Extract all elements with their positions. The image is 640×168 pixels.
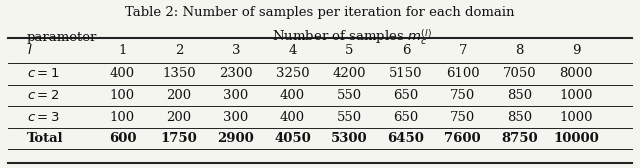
- Text: 200: 200: [166, 89, 192, 102]
- Text: 750: 750: [450, 89, 476, 102]
- Text: 4200: 4200: [333, 67, 366, 80]
- Text: 300: 300: [223, 89, 248, 102]
- Text: 5300: 5300: [331, 132, 367, 145]
- Text: 1: 1: [118, 44, 127, 57]
- Text: 6450: 6450: [388, 132, 424, 145]
- Text: 1350: 1350: [163, 67, 196, 80]
- Text: 5150: 5150: [389, 67, 423, 80]
- Text: 650: 650: [394, 111, 419, 123]
- Text: 4: 4: [289, 44, 297, 57]
- Text: 2900: 2900: [218, 132, 254, 145]
- Text: 7600: 7600: [444, 132, 481, 145]
- Text: 1000: 1000: [559, 111, 593, 123]
- Text: 1750: 1750: [161, 132, 198, 145]
- Text: 5: 5: [345, 44, 353, 57]
- Text: 850: 850: [507, 111, 532, 123]
- Text: 6: 6: [402, 44, 410, 57]
- Text: $l$: $l$: [27, 43, 33, 57]
- Text: 400: 400: [280, 89, 305, 102]
- Text: 100: 100: [110, 111, 135, 123]
- Text: 3: 3: [232, 44, 240, 57]
- Text: parameter: parameter: [27, 31, 97, 44]
- Text: $c = 2$: $c = 2$: [27, 89, 60, 102]
- Text: 6100: 6100: [446, 67, 479, 80]
- Text: $c = 1$: $c = 1$: [27, 67, 60, 80]
- Text: 8750: 8750: [501, 132, 538, 145]
- Text: 8: 8: [515, 44, 524, 57]
- Text: Number of samples $m_c^{(l)}$: Number of samples $m_c^{(l)}$: [272, 28, 432, 47]
- Text: 2300: 2300: [219, 67, 253, 80]
- Text: 3250: 3250: [276, 67, 309, 80]
- Text: 550: 550: [337, 111, 362, 123]
- Text: 4050: 4050: [274, 132, 311, 145]
- Text: 100: 100: [110, 89, 135, 102]
- Text: 9: 9: [572, 44, 580, 57]
- Text: 750: 750: [450, 111, 476, 123]
- Text: 2: 2: [175, 44, 184, 57]
- Text: 1000: 1000: [559, 89, 593, 102]
- Text: 600: 600: [109, 132, 136, 145]
- Text: 8000: 8000: [559, 67, 593, 80]
- Text: 650: 650: [394, 89, 419, 102]
- Text: Table 2: Number of samples per iteration for each domain: Table 2: Number of samples per iteration…: [125, 6, 515, 19]
- Text: 7050: 7050: [502, 67, 536, 80]
- Text: $c = 3$: $c = 3$: [27, 111, 60, 123]
- Text: 200: 200: [166, 111, 192, 123]
- Text: 400: 400: [110, 67, 135, 80]
- Text: 7: 7: [458, 44, 467, 57]
- Text: 10000: 10000: [554, 132, 599, 145]
- Text: 300: 300: [223, 111, 248, 123]
- Text: 550: 550: [337, 89, 362, 102]
- Text: 400: 400: [280, 111, 305, 123]
- Text: Total: Total: [27, 132, 63, 145]
- Text: 850: 850: [507, 89, 532, 102]
